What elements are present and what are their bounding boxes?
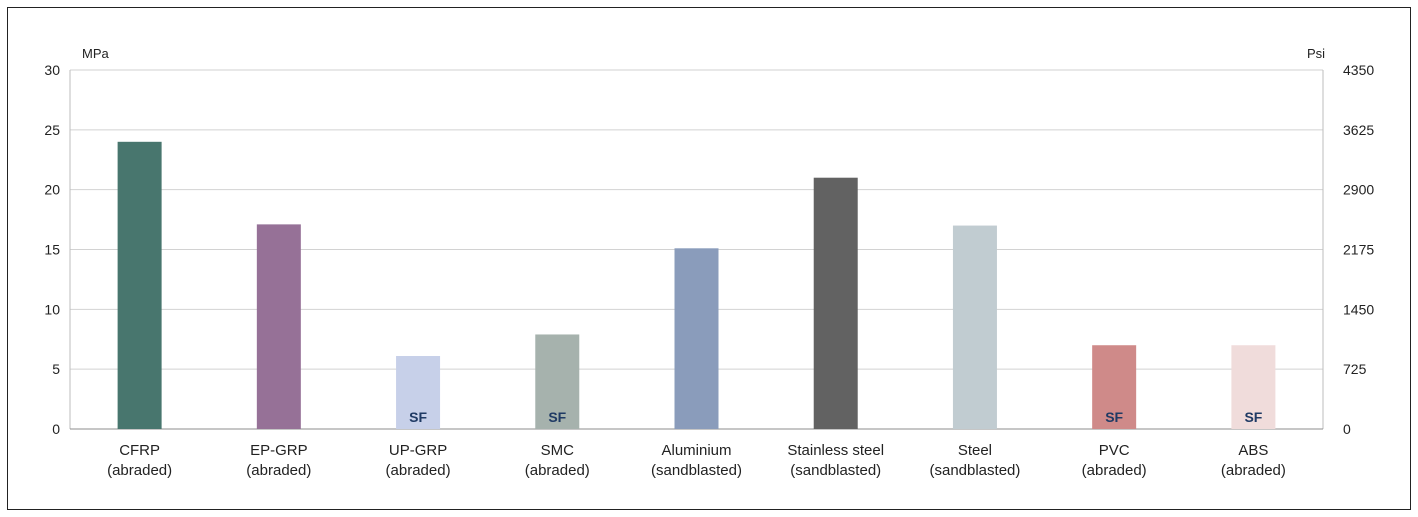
left-tick-label: 30 [44,62,60,78]
bar[interactable] [813,177,858,429]
bar[interactable] [674,248,719,429]
category-sublabel: (abraded) [1221,462,1286,479]
right-tick-label: 2900 [1343,182,1374,198]
left-tick-label: 20 [44,182,60,198]
left-tick-label: 0 [52,421,60,437]
right-tick-label: 2175 [1343,242,1374,258]
category-sublabel: (abraded) [107,462,172,479]
category-sublabel: (abraded) [246,462,311,479]
left-tick-label: 15 [44,242,60,258]
category-sublabel: (sandblasted) [929,462,1020,479]
category-sublabel: (sandblasted) [651,462,742,479]
bar-label-sf: SF [1105,409,1123,425]
category-label: ABS [1238,442,1268,459]
category-label: UP-GRP [389,442,447,459]
left-tick-label: 10 [44,301,60,317]
category-label: SMC [541,442,575,459]
category-sublabel: (abraded) [1082,462,1147,479]
category-sublabel: (sandblasted) [790,462,881,479]
left-unit-label: MPa [82,46,110,61]
bar[interactable] [1231,345,1276,429]
category-sublabel: (abraded) [525,462,590,479]
bar[interactable] [117,141,162,430]
category-label: EP-GRP [250,442,308,459]
right-tick-label: 0 [1343,421,1351,437]
left-tick-label: 5 [52,361,60,377]
bar-label-sf: SF [548,409,566,425]
left-tick-label: 25 [44,122,60,138]
category-label: PVC [1099,442,1130,459]
bar[interactable] [535,334,580,429]
bar[interactable] [1092,345,1137,429]
bar[interactable] [256,224,301,429]
right-tick-label: 3625 [1343,122,1374,138]
right-unit-label: Psi [1307,46,1325,61]
bar-label-sf: SF [1244,409,1262,425]
category-label: Steel [958,442,992,459]
right-tick-label: 725 [1343,361,1367,377]
category-label: Stainless steel [787,442,884,459]
bar-label-sf: SF [409,409,427,425]
right-tick-label: 1450 [1343,301,1374,317]
bar[interactable] [396,356,441,429]
right-tick-label: 4350 [1343,62,1374,78]
bar[interactable] [952,225,997,429]
category-label: Aluminium [661,442,731,459]
category-sublabel: (abraded) [386,462,451,479]
category-label: CFRP [119,442,160,459]
